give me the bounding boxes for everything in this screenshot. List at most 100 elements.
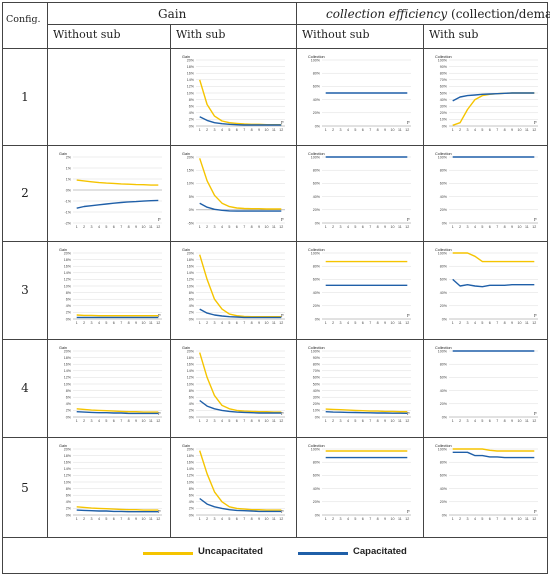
x-tick-label: 2 xyxy=(459,128,461,132)
x-tick-label: 1 xyxy=(325,128,327,132)
y-tick-label: 40% xyxy=(313,291,321,295)
legend-capacitated-swatch xyxy=(298,552,348,555)
y-tick-label: 40% xyxy=(440,389,448,393)
x-tick-label: 5 xyxy=(354,128,356,132)
x-tick-label: 12 xyxy=(279,321,283,325)
y-tick-label: 50% xyxy=(313,382,321,386)
x-tick-label: 11 xyxy=(149,225,153,229)
y-tick-label: 60% xyxy=(440,474,448,478)
x-tick-label: 4 xyxy=(474,225,476,229)
x-tick-label: 5 xyxy=(105,321,107,325)
x-tick-label: 1 xyxy=(452,321,454,325)
x-tick-label: 4 xyxy=(98,225,100,229)
y-tick-label: 20% xyxy=(64,251,72,255)
x-tick-label: 1 xyxy=(199,225,201,229)
x-tick-label: 9 xyxy=(384,321,386,325)
x-tick-label: 5 xyxy=(354,321,356,325)
chart-title: Gain xyxy=(59,152,67,156)
y-tick-label: 4% xyxy=(66,304,72,308)
y-tick-label: 16% xyxy=(64,461,72,465)
y-tick-label: 20% xyxy=(440,402,448,406)
y-tick-label: 0% xyxy=(315,513,321,517)
x-tick-label: 5 xyxy=(481,225,483,229)
y-tick-label: 0% xyxy=(66,317,72,321)
chart-title: Collection xyxy=(308,444,325,448)
y-tick-label: 0% xyxy=(442,415,448,419)
x-tick-label: 3 xyxy=(467,419,469,423)
y-tick-label: 10% xyxy=(187,91,195,95)
x-tick-label: 11 xyxy=(525,517,529,521)
x-tick-label: 11 xyxy=(272,419,276,423)
x-tick-label: 8 xyxy=(504,419,506,423)
y-tick-label: 30% xyxy=(440,105,448,109)
y-tick-label: 20% xyxy=(64,349,72,353)
x-tick-label: 9 xyxy=(511,517,513,521)
x-tick-label: 5 xyxy=(481,517,483,521)
x-tick-label: 1 xyxy=(452,128,454,132)
x-tick-label: 5 xyxy=(354,517,356,521)
x-tick-label: 8 xyxy=(128,419,130,423)
series-line-2 xyxy=(199,308,282,319)
y-tick-label: 20% xyxy=(187,155,195,159)
row-divider-5 xyxy=(2,537,548,538)
x-tick-label: 11 xyxy=(272,225,276,229)
series-line-2 xyxy=(76,199,159,209)
x-tick-label: 11 xyxy=(398,517,402,521)
y-tick-label: 15% xyxy=(187,169,195,173)
x-axis-label: t* xyxy=(407,217,410,222)
x-tick-label: 12 xyxy=(532,419,536,423)
x-axis-label: t* xyxy=(534,120,537,125)
x-tick-label: 3 xyxy=(214,517,216,521)
x-tick-label: 1 xyxy=(199,419,201,423)
x-tick-label: 8 xyxy=(377,128,379,132)
x-axis-label: t* xyxy=(407,120,410,125)
x-tick-label: 9 xyxy=(384,419,386,423)
x-tick-label: 6 xyxy=(362,321,364,325)
x-tick-label: 2 xyxy=(206,517,208,521)
x-tick-label: 4 xyxy=(474,517,476,521)
x-tick-label: 6 xyxy=(362,419,364,423)
y-tick-label: 80% xyxy=(440,265,448,269)
series-line-2 xyxy=(76,411,159,415)
x-tick-label: 7 xyxy=(369,517,371,521)
y-tick-label: 2% xyxy=(189,409,195,413)
y-tick-label: 20% xyxy=(313,208,321,212)
x-tick-label: 11 xyxy=(149,419,153,423)
x-axis-label: t* xyxy=(281,217,284,222)
x-tick-label: 4 xyxy=(347,321,349,325)
x-tick-label: 8 xyxy=(377,321,379,325)
x-tick-label: 10 xyxy=(517,419,521,423)
x-tick-label: 1 xyxy=(76,321,78,325)
x-tick-label: 8 xyxy=(128,321,130,325)
y-tick-label: 0% xyxy=(189,317,195,321)
y-tick-label: 0% xyxy=(189,415,195,419)
chart-title: Gain xyxy=(182,444,190,448)
y-tick-label: 12% xyxy=(187,376,195,380)
x-axis-label: t* xyxy=(534,509,537,514)
x-tick-label: 1 xyxy=(325,225,327,229)
y-tick-label: 14% xyxy=(187,78,195,82)
x-tick-label: 3 xyxy=(91,419,93,423)
x-tick-label: 12 xyxy=(279,225,283,229)
y-tick-label: 18% xyxy=(64,356,72,360)
x-tick-label: 7 xyxy=(496,128,498,132)
y-tick-label: 0% xyxy=(66,513,72,517)
x-tick-label: 11 xyxy=(525,225,529,229)
x-tick-label: 3 xyxy=(91,517,93,521)
x-tick-label: 12 xyxy=(405,419,409,423)
x-tick-label: 1 xyxy=(76,517,78,521)
y-tick-label: 40% xyxy=(440,98,448,102)
x-tick-label: 8 xyxy=(251,225,253,229)
header-divider xyxy=(2,48,548,49)
x-tick-label: 10 xyxy=(517,517,521,521)
y-tick-label: 10% xyxy=(64,284,72,288)
y-tick-label: 60% xyxy=(440,182,448,186)
x-tick-label: 10 xyxy=(390,225,394,229)
y-tick-label: 4% xyxy=(66,402,72,406)
x-tick-label: 2 xyxy=(206,321,208,325)
y-tick-label: 20% xyxy=(313,402,321,406)
col-divider-2 xyxy=(170,24,171,538)
x-tick-label: 7 xyxy=(243,517,245,521)
y-tick-label: 10% xyxy=(64,480,72,484)
